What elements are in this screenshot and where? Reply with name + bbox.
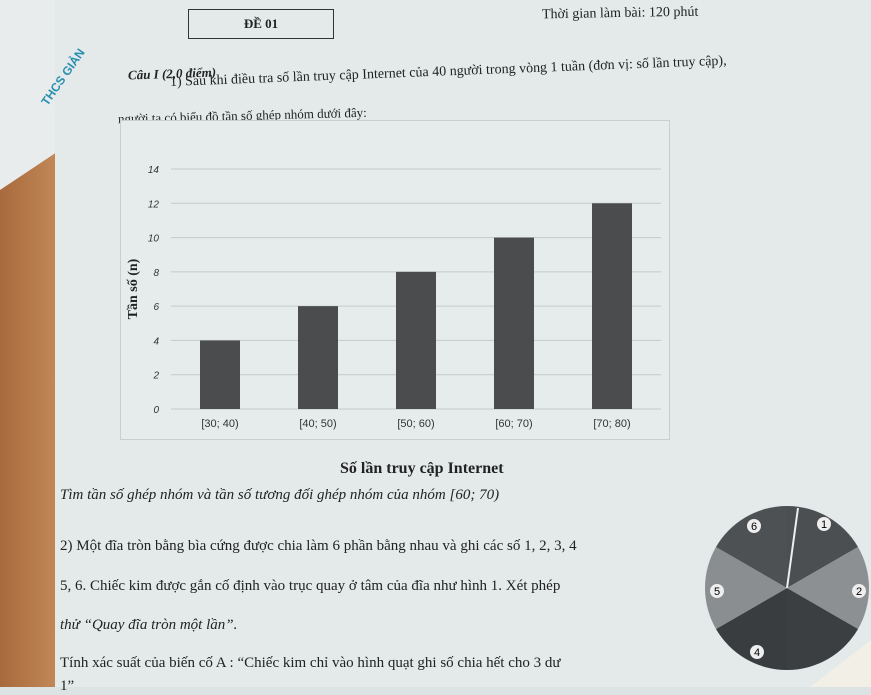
bar [298, 306, 338, 409]
sector-5 [705, 547, 787, 629]
part2-line4: Tính xác suất của biến cố A : “Chiếc kim… [60, 655, 561, 671]
label-1: 1 [821, 519, 827, 531]
x-tick-label: [70; 80) [593, 418, 630, 430]
x-tick-label: [60; 70) [495, 418, 532, 430]
bar [592, 203, 632, 409]
label-2: 2 [856, 586, 862, 598]
bar [200, 340, 240, 409]
part2-line1: 2) Một đĩa tròn bằng bìa cứng được chia … [60, 538, 577, 554]
label-5: 5 [714, 586, 720, 598]
chart-x-label: Số lần truy cập Internet [340, 460, 504, 477]
exam-code: ĐỀ 01 [243, 16, 279, 31]
sector-2 [787, 547, 869, 629]
table-surface [0, 150, 60, 687]
sector-4 [716, 588, 787, 670]
x-tick-label: [50; 60) [397, 418, 434, 430]
chart-frame: 0 2 4 6 8 10 12 14 Tần số (n) [30; 40) [40; 50) [50… [120, 120, 670, 440]
frequency-bar-chart: 0 2 4 6 8 10 12 14 Tần số (n) [30; 40) [40; 50) [50… [126, 165, 661, 430]
y-tick-label: 12 [148, 199, 160, 210]
part2-line2: 5, 6. Chiếc kim được gắn cố định vào trụ… [60, 578, 561, 594]
label-4: 4 [754, 647, 760, 659]
y-tick-label: 6 [153, 302, 159, 313]
y-tick-label: 14 [148, 165, 160, 176]
bar [494, 237, 534, 409]
sector-6 [716, 506, 787, 588]
label-6: 6 [751, 521, 757, 533]
task-text: Tìm tần số ghép nhóm và tần số tương đối… [60, 487, 500, 503]
y-tick-label: 8 [153, 268, 159, 279]
bar [396, 271, 436, 409]
part2-line3: thử “Quay đĩa tròn một lần”. [60, 617, 238, 633]
y-tick-label: 2 [152, 371, 159, 382]
sector-1 [787, 506, 858, 588]
needle-icon [786, 507, 799, 589]
x-tick-label: [30; 40) [201, 418, 238, 430]
y-tick-label: 0 [153, 405, 159, 416]
y-axis-label: Tần số (n) [126, 258, 141, 319]
exam-time: Thời gian làm bài: 120 phút [541, 4, 699, 23]
y-tick-label: 4 [153, 336, 159, 347]
x-tick-label: [40; 50) [299, 418, 336, 430]
sector-3 [787, 588, 858, 670]
exam-code-box: ĐỀ 01 [188, 9, 334, 39]
spinner-wheel: 1 2 4 5 6 [705, 506, 871, 687]
y-tick-label: 10 [148, 234, 160, 245]
